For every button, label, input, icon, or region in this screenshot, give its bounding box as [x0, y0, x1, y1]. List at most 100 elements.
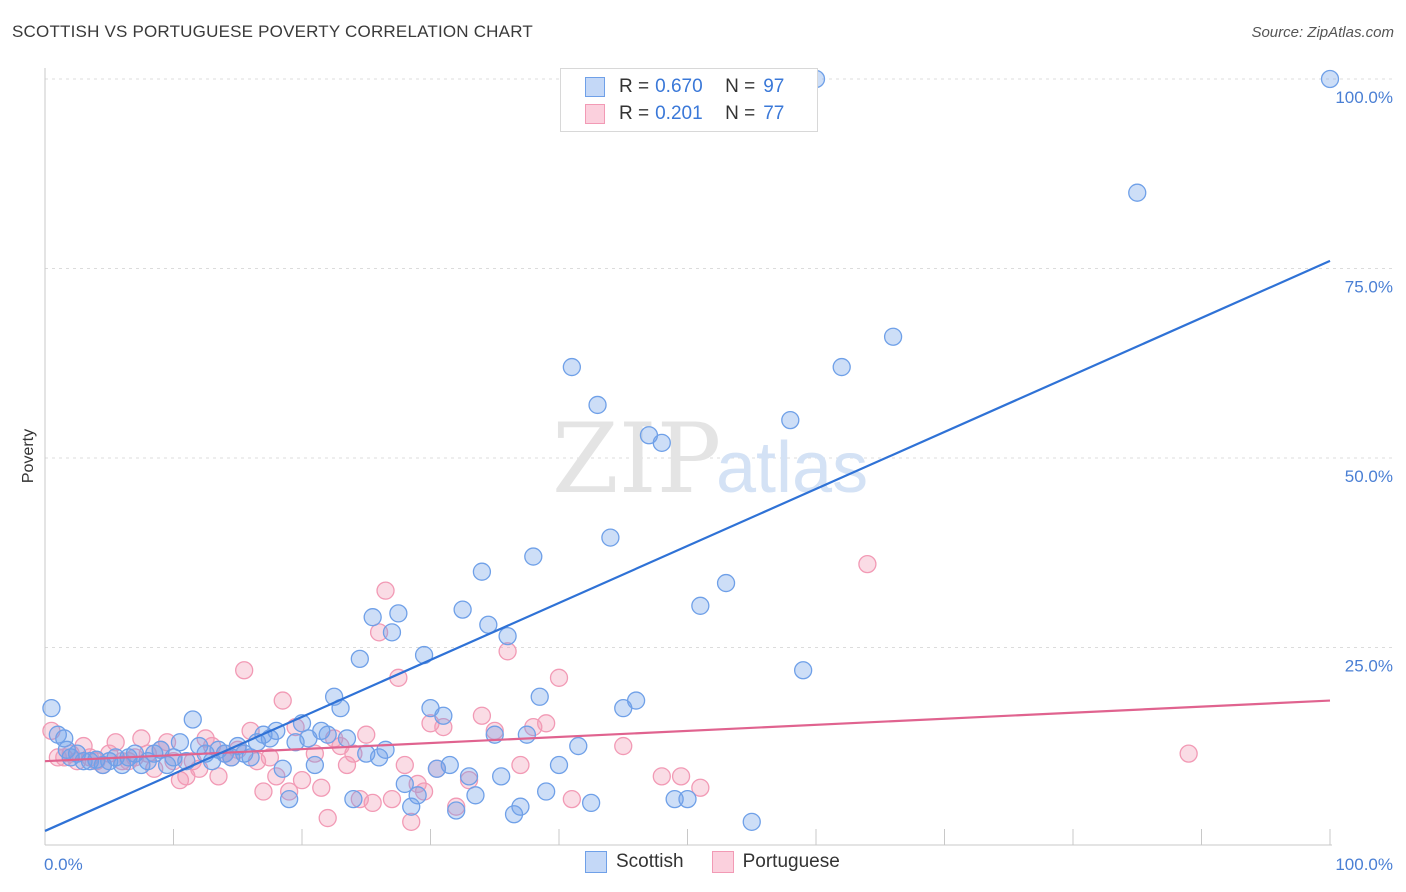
axes: [44, 68, 1332, 846]
scottish-point: [337, 729, 357, 748]
source-label: Source: ZipAtlas.com: [1251, 24, 1394, 41]
watermark-zip: ZIP: [552, 403, 721, 515]
scottish-point: [389, 604, 408, 623]
portuguese-point: [382, 789, 402, 809]
portuguese-point: [363, 793, 382, 813]
portuguese-point: [858, 554, 877, 574]
scottish-point: [601, 528, 620, 547]
y-tick-label: 75.0%: [1345, 278, 1393, 297]
portuguese-point: [273, 691, 292, 710]
series-legend: Scottish Portuguese: [585, 851, 868, 873]
portuguese-point: [132, 729, 151, 748]
scottish-point: [665, 789, 684, 809]
scottish-point: [588, 395, 607, 415]
legend-item-scottish[interactable]: Scottish: [585, 851, 684, 873]
portuguese-point: [562, 789, 581, 809]
x-tick-label: 0.0%: [44, 855, 83, 874]
portuguese-point: [337, 755, 357, 775]
scottish-point: [459, 767, 479, 786]
scottish-point: [318, 725, 337, 744]
watermark: ZIP atlas: [552, 403, 868, 515]
scottish-point: [498, 626, 517, 646]
scottish-label: Scottish: [616, 851, 684, 872]
portuguese-point: [235, 661, 254, 680]
portuguese-point: [369, 623, 389, 642]
portuguese-point: [106, 733, 125, 752]
portuguese-point: [254, 782, 273, 801]
portuguese-point: [472, 706, 492, 725]
scottish-point: [1320, 69, 1340, 89]
scottish-point: [511, 797, 530, 816]
scottish-point: [279, 789, 299, 809]
scottish-point: [742, 812, 761, 831]
scottish-point: [537, 782, 556, 801]
scottish-point: [562, 357, 581, 377]
scottish-point: [170, 733, 190, 752]
portuguese-point: [209, 767, 228, 786]
portuguese-point: [260, 748, 280, 767]
portuguese-point: [652, 767, 671, 786]
scottish-point: [382, 623, 402, 642]
portuguese-point: [344, 744, 363, 763]
scottish-point: [350, 649, 369, 669]
scottish-point: [440, 755, 459, 775]
scottish-point: [716, 573, 736, 593]
portuguese-points: [42, 554, 1198, 831]
legend-row-portuguese: R = 0.201 N = 77: [585, 102, 784, 126]
scottish-point: [472, 562, 492, 581]
scottish-point: [549, 755, 569, 775]
n-label: N =: [725, 76, 756, 97]
scottish-point: [55, 729, 74, 748]
portuguese-swatch: [585, 104, 605, 124]
scottish-point: [492, 767, 511, 786]
portuguese-point: [292, 771, 312, 790]
scottish-point: [273, 759, 292, 778]
y-tick-label: 100.0%: [1335, 88, 1393, 107]
scottish-point: [183, 710, 202, 729]
scottish-point: [1128, 183, 1147, 202]
scottish-point: [369, 748, 389, 767]
scottish-swatch: [585, 77, 605, 97]
portuguese-point: [498, 642, 517, 661]
scottish-point: [581, 793, 601, 813]
stats-legend: R = 0.670 N = 97 R = 0.201 N = 77: [560, 68, 818, 132]
scottish-point: [453, 600, 472, 619]
scottish-point: [794, 661, 813, 680]
portuguese-point: [376, 581, 395, 600]
scottish-point: [781, 410, 800, 430]
portuguese-point: [1179, 744, 1198, 763]
legend-item-portuguese[interactable]: Portuguese: [711, 851, 840, 873]
scottish-point: [344, 789, 363, 809]
watermark-atlas: atlas: [716, 428, 868, 508]
legend-row-scottish: R = 0.670 N = 97: [585, 75, 784, 99]
tick-labels: 25.0% 50.0% 75.0% 100.0% 0.0% 100.0%: [44, 88, 1393, 874]
portuguese-swatch: [711, 851, 734, 873]
portuguese-point: [691, 778, 710, 797]
portuguese-point: [196, 729, 215, 748]
y-tick-label: 50.0%: [1345, 467, 1393, 486]
scottish-point: [691, 596, 710, 615]
portuguese-point: [279, 782, 299, 801]
scottish-point: [883, 327, 903, 346]
scottish-point: [241, 748, 260, 767]
scottish-point: [402, 797, 421, 816]
scottish-point: [363, 608, 382, 627]
y-tick-label: 25.0%: [1345, 657, 1393, 676]
portuguese-point: [549, 668, 569, 687]
scottish-point: [395, 774, 414, 794]
portuguese-point: [357, 725, 376, 744]
portuguese-point: [511, 755, 530, 775]
y-axis-label: Poverty: [20, 429, 37, 483]
scottish-point: [517, 725, 537, 744]
scottish-swatch: [585, 851, 607, 873]
r-value: 0.201: [655, 103, 703, 124]
scottish-point: [466, 786, 485, 805]
scottish-points: [42, 69, 1340, 831]
scottish-point: [652, 433, 671, 452]
scottish-point: [569, 736, 588, 756]
scottish-point: [408, 786, 427, 805]
scottish-point: [530, 687, 549, 706]
n-value: 97: [763, 76, 785, 97]
scottish-point: [626, 691, 646, 710]
portuguese-point: [312, 778, 331, 797]
